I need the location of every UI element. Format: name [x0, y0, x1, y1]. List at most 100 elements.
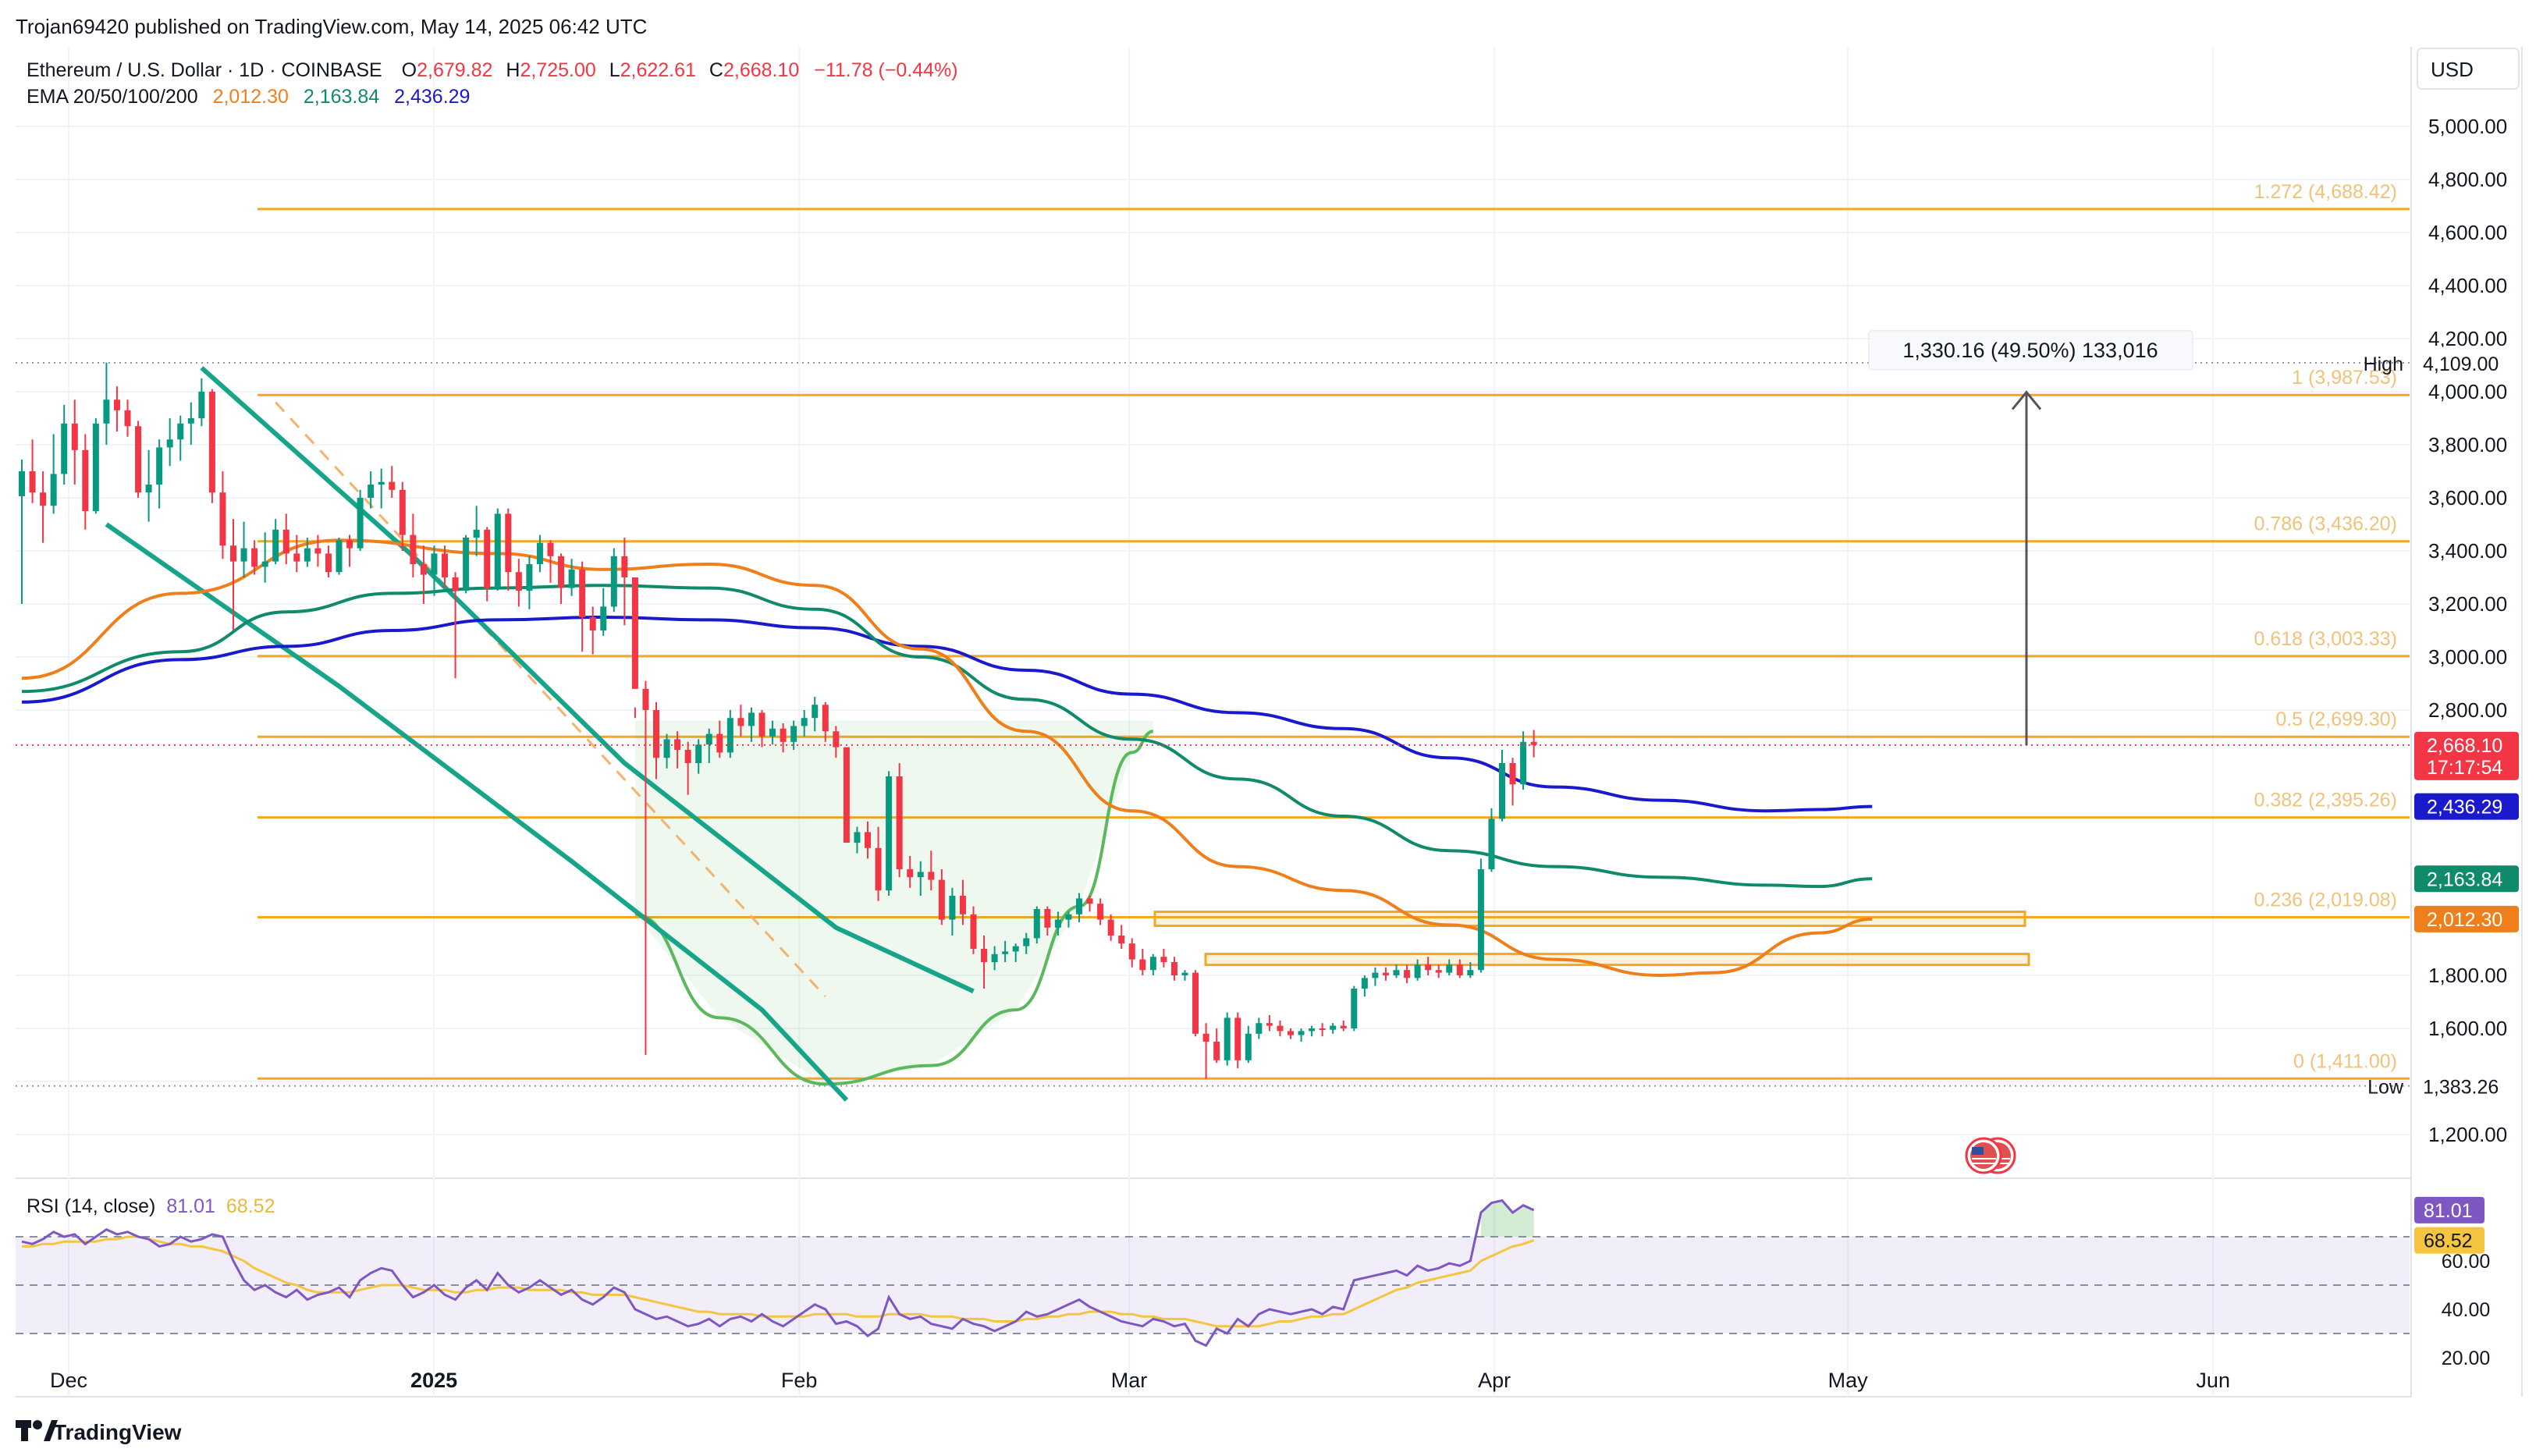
svg-text:TradingView: TradingView: [53, 1420, 182, 1444]
candle-body: [420, 564, 427, 575]
y-tick-label: 4,400.00: [2428, 274, 2507, 297]
candle-body: [1309, 1028, 1316, 1032]
y-tick-label: 4,600.00: [2428, 221, 2507, 244]
fib-level-label: 0.618 (3,003.33): [2254, 628, 2397, 650]
candle-body: [378, 481, 385, 485]
candle-body: [896, 776, 903, 869]
candle-body: [177, 423, 184, 440]
support-zone-box: [1204, 953, 2030, 967]
measure-label: 1,330.16 (49.50%) 133,016: [1902, 339, 2158, 362]
candle-body: [769, 728, 776, 737]
candle-body: [1170, 962, 1177, 975]
candle-body: [282, 529, 289, 554]
candle-body: [1213, 1042, 1220, 1060]
candle-body: [484, 529, 491, 588]
price-tag-value: 4,109.00: [2423, 353, 2499, 375]
candle-body: [1118, 936, 1125, 944]
candle-body: [494, 513, 501, 588]
y-tick-label: 4,200.00: [2428, 327, 2507, 350]
price-axis: 5,000.00 4,800.00 4,600.00 4,400.00 4,200.00…: [2364, 115, 2520, 1146]
price-tag-label: High: [2364, 353, 2403, 375]
price-tag-bg: [2413, 1070, 2520, 1100]
candle-body: [1023, 938, 1030, 946]
candle-body: [1382, 972, 1389, 975]
x-tick-label: 2025: [410, 1369, 457, 1392]
candle-body: [1086, 898, 1093, 904]
candle-body: [1435, 970, 1442, 973]
candle-body: [1340, 1025, 1347, 1028]
candle-body: [1446, 964, 1453, 973]
candle-body: [812, 705, 819, 719]
candle-body: [716, 733, 723, 753]
fib-level-label: 0.5 (2,699.30): [2275, 708, 2397, 730]
candle-body: [230, 545, 236, 562]
candle-body: [907, 869, 914, 878]
candle-body: [357, 498, 364, 549]
candle-body: [1128, 943, 1135, 960]
rsi-ma-line: [22, 1235, 1535, 1328]
rsi-overbought-fill: [1480, 1200, 1534, 1237]
ohlc-legend: Ethereum / U.S. Dollar · 1D · COINBASE O…: [27, 59, 958, 81]
axis-price-badge: [2414, 865, 2519, 893]
candle-body: [865, 832, 871, 848]
candle-body: [642, 688, 649, 710]
candle-body: [653, 710, 659, 758]
candle-body: [272, 529, 279, 562]
axis-price-badge: [2414, 905, 2519, 932]
candle-body: [304, 548, 311, 562]
x-tick-label: Apr: [1478, 1369, 1511, 1392]
candle-body: [843, 747, 850, 843]
candle-body: [1477, 869, 1484, 971]
candle-body: [737, 718, 744, 726]
y-tick-label: 1,800.00: [2428, 964, 2507, 987]
price-tag-label: Low: [2367, 1077, 2404, 1099]
tradingview-logo: TradingView: [16, 1420, 182, 1444]
candle-body: [1234, 1017, 1241, 1060]
us-flag-event-icon[interactable]: [1965, 1137, 2016, 1174]
candle-body: [166, 439, 173, 448]
candle-body: [1139, 959, 1146, 971]
y-tick-label: 3,200.00: [2428, 592, 2507, 616]
candle-body: [208, 392, 215, 493]
candles: [19, 362, 1537, 1079]
candle-body: [1456, 964, 1463, 975]
candle-body: [1002, 951, 1009, 954]
x-tick-label: Feb: [781, 1369, 818, 1392]
candle-body: [1192, 972, 1199, 1034]
published-note: Trojan69420 published on TradingView.com…: [16, 15, 647, 38]
y-tick-label: 3,800.00: [2428, 433, 2507, 456]
y-tick-label: 4,000.00: [2428, 380, 2507, 403]
dashed-trendline: [275, 401, 826, 998]
axis-badge-value: 2,668.10: [2427, 735, 2502, 757]
candle-body: [103, 400, 110, 424]
currency-button[interactable]: [2417, 48, 2520, 90]
y-tick-label: 1,600.00: [2428, 1017, 2507, 1040]
x-tick-label: May: [1828, 1369, 1869, 1392]
currency-label: USD: [2431, 58, 2474, 81]
candle-body: [261, 561, 268, 567]
y-tick-label: 3,000.00: [2428, 645, 2507, 669]
candle-body: [875, 847, 882, 891]
ema200-line: [21, 615, 1873, 813]
candle-body: [558, 556, 565, 588]
resistance-zone-box: [1153, 911, 2026, 928]
candle-body: [1520, 741, 1527, 785]
measure-label-box: [1868, 330, 2193, 371]
axis-badge-value: 2,436.29: [2427, 797, 2502, 819]
candle-body: [801, 718, 808, 726]
candle-body: [473, 529, 480, 538]
candle-body: [663, 739, 670, 758]
candle-body: [368, 485, 375, 498]
candle-body: [1530, 741, 1537, 745]
rsi-tick-label: 60.00: [2442, 1251, 2491, 1273]
measure-arrow-head: [2011, 390, 2042, 410]
axis-badge-value: 2,163.84: [2427, 868, 2502, 890]
candle-body: [758, 712, 765, 737]
candle-body: [1097, 904, 1104, 920]
candle-body: [1404, 970, 1411, 978]
candle-body: [1414, 964, 1421, 978]
candle-body: [113, 400, 120, 410]
y-tick-label: 1,200.00: [2428, 1123, 2507, 1146]
candle-body: [240, 548, 247, 562]
candle-body: [600, 606, 607, 630]
